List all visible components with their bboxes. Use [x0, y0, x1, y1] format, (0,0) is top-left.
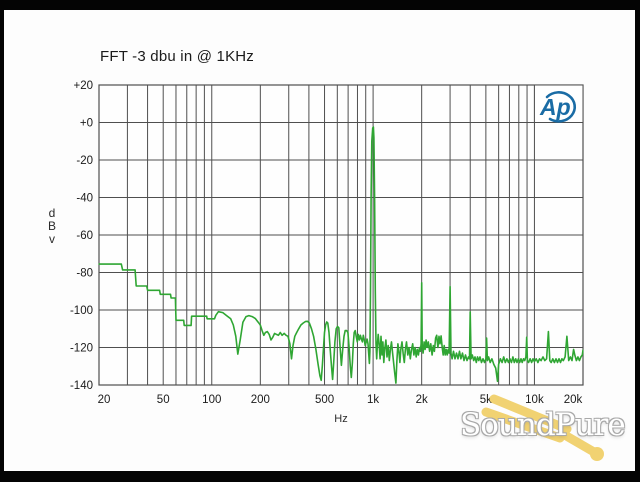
fork-handle-ball [590, 447, 604, 461]
fft-trace [98, 126, 584, 384]
y-tick-label: -80 [76, 268, 93, 280]
frame-top-bar [0, 0, 640, 10]
plot-border [98, 84, 584, 386]
fork-lower-prong [481, 407, 565, 443]
fork-upper-prong [489, 394, 572, 434]
y-tick-label: +20 [73, 80, 93, 92]
y-tick-label: +0 [80, 118, 93, 130]
y-axis-unit-letter: v [49, 232, 55, 246]
frame-left-bar [0, 0, 4, 482]
y-tick-label: -120 [70, 343, 93, 355]
soundpure-watermark: SoundPure [460, 407, 626, 443]
x-tick-label: 10k [525, 394, 544, 406]
x-tick-label: 50 [157, 394, 170, 406]
x-tick-label: 5k [480, 394, 492, 406]
ap-logo-text: Ap [539, 94, 571, 120]
tuning-fork-icon [481, 394, 604, 461]
frame-right-bar [635, 0, 640, 482]
chart-title: FFT -3 dbu in @ 1KHz [100, 48, 254, 65]
fork-handle [558, 429, 599, 457]
x-tick-label: 1k [367, 394, 379, 406]
y-axis-unit-letter: B [47, 219, 56, 233]
x-tick-label: 20 [98, 394, 111, 406]
x-tick-label: 20k [564, 394, 583, 406]
y-tick-label: -100 [70, 305, 93, 317]
frame-bottom-bar [0, 471, 640, 482]
x-tick-label: 2k [416, 394, 428, 406]
y-tick-label: -60 [76, 230, 93, 242]
ap-logo-arc [545, 91, 576, 123]
y-axis-unit-dbv: d B v [46, 207, 58, 246]
x-axis-unit-hz: Hz [334, 413, 348, 425]
x-tick-label: 200 [251, 394, 270, 406]
y-tick-label: -20 [76, 155, 93, 167]
y-tick-label: -40 [76, 193, 93, 205]
x-tick-label: 100 [202, 394, 221, 406]
y-tick-label: -140 [70, 380, 93, 392]
x-tick-label: 500 [315, 394, 334, 406]
y-axis-unit-letter: d [48, 206, 56, 220]
